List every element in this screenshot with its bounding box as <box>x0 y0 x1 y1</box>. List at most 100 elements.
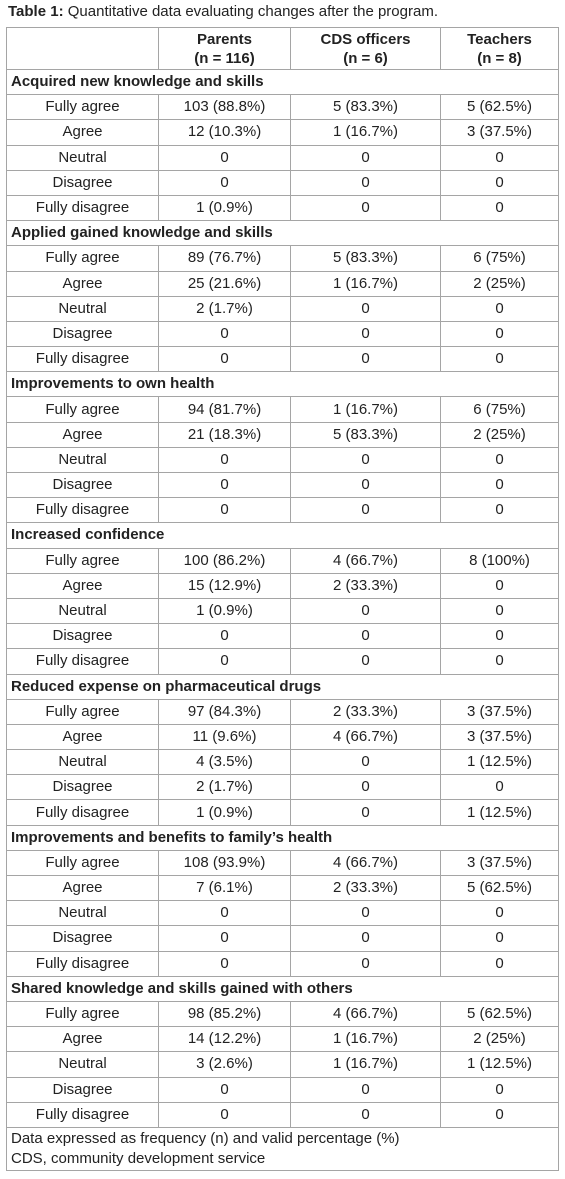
cell: 4 (66.7%) <box>290 547 441 574</box>
row-label: Fully disagree <box>6 950 159 977</box>
cell: 0 <box>290 925 441 952</box>
cell: 5 (62.5%) <box>440 874 559 902</box>
cell: 0 <box>290 900 441 927</box>
data-row: Fully agree 108 (93.9%) 4 (66.7%) 3 (37.5%) <box>6 849 559 877</box>
data-row: Fully disagree 1 (0.9%) 0 1 (12.5%) <box>6 799 559 826</box>
row-label: Agree <box>6 270 159 297</box>
section-row: Improvements to own health <box>6 371 559 398</box>
data-row: Neutral 0 0 0 <box>6 144 559 171</box>
column-name: Parents <box>196 30 253 48</box>
caption: Table 1: Quantitative data evaluating ch… <box>0 0 565 26</box>
cell: 0 <box>290 774 441 801</box>
cell: 5 (83.3%) <box>290 94 441 121</box>
cell: 103 (88.8%) <box>158 94 291 121</box>
cell: 2 (33.3%) <box>290 874 441 902</box>
data-row: Disagree 0 0 0 <box>6 1076 559 1103</box>
caption-text: Quantitative data evaluating changes aft… <box>67 3 438 20</box>
cell: 4 (66.7%) <box>290 849 441 877</box>
column-name: CDS officers <box>320 30 411 48</box>
cell: 2 (1.7%) <box>158 774 291 801</box>
cell: 0 <box>158 900 291 927</box>
cell: 98 (85.2%) <box>158 1000 291 1028</box>
data-row: Fully agree 94 (81.7%) 1 (16.7%) 6 (75%) <box>6 396 559 423</box>
row-label: Fully agree <box>6 245 159 272</box>
data-row: Neutral 2 (1.7%) 0 0 <box>6 295 559 322</box>
data-row: Fully agree 97 (84.3%) 2 (33.3%) 3 (37.5%) <box>6 698 559 725</box>
cell: 0 <box>440 144 559 171</box>
cell: 3 (37.5%) <box>440 849 559 877</box>
section-row: Increased confidence <box>6 522 559 549</box>
data-row: Fully agree 98 (85.2%) 4 (66.7%) 5 (62.5%) <box>6 1000 559 1028</box>
cell: 0 <box>440 1076 559 1103</box>
cell: 2 (25%) <box>440 270 559 297</box>
cell: 0 <box>440 497 559 524</box>
row-label: Fully agree <box>6 1000 159 1028</box>
column-n: (n = 6) <box>343 49 388 67</box>
cell: 0 <box>290 497 441 524</box>
cell: 0 <box>290 194 441 222</box>
row-label: Disagree <box>6 774 159 801</box>
data-row: Disagree 0 0 0 <box>6 320 559 348</box>
footnotes: Data expressed as frequency (n) and vali… <box>6 1126 559 1171</box>
cell: 4 (66.7%) <box>290 723 441 751</box>
cell: 94 (81.7%) <box>158 396 291 423</box>
cell: 0 <box>440 446 559 474</box>
data-row: Disagree 0 0 0 <box>6 925 559 952</box>
data-row: Neutral 1 (0.9%) 0 0 <box>6 597 559 625</box>
section-title: Improvements and benefits to family’s he… <box>6 824 559 851</box>
cell: 0 <box>158 1101 291 1128</box>
data-row: Fully disagree 1 (0.9%) 0 0 <box>6 194 559 222</box>
data-row: Agree 25 (21.6%) 1 (16.7%) 2 (25%) <box>6 270 559 297</box>
data-row: Agree 7 (6.1%) 2 (33.3%) 5 (62.5%) <box>6 874 559 902</box>
footnote: Data expressed as frequency (n) and vali… <box>11 1129 400 1147</box>
data-row: Neutral 3 (2.6%) 1 (16.7%) 1 (12.5%) <box>6 1051 559 1078</box>
footnote-row: Data expressed as frequency (n) and vali… <box>6 1126 559 1171</box>
section-title: Shared knowledge and skills gained with … <box>6 975 559 1002</box>
data-row: Agree 11 (9.6%) 4 (66.7%) 3 (37.5%) <box>6 723 559 751</box>
data-row: Fully disagree 0 0 0 <box>6 1101 559 1128</box>
row-label: Neutral <box>6 749 159 776</box>
cell: 8 (100%) <box>440 547 559 574</box>
data-row: Fully disagree 0 0 0 <box>6 346 559 373</box>
row-label: Neutral <box>6 144 159 171</box>
section-title: Improvements to own health <box>6 371 559 398</box>
cell: 0 <box>158 144 291 171</box>
cell: 0 <box>158 446 291 474</box>
cell: 0 <box>440 572 559 599</box>
data-row: Agree 15 (12.9%) 2 (33.3%) 0 <box>6 572 559 599</box>
cell: 0 <box>158 925 291 952</box>
column-n: (n = 116) <box>194 49 255 67</box>
cell: 1 (16.7%) <box>290 119 441 146</box>
cell: 1 (12.5%) <box>440 799 559 826</box>
row-label: Disagree <box>6 623 159 650</box>
cell: 1 (0.9%) <box>158 799 291 826</box>
cell: 0 <box>440 346 559 373</box>
section-row: Acquired new knowledge and skills <box>6 68 559 96</box>
data-row: Fully agree 100 (86.2%) 4 (66.7%) 8 (100%) <box>6 547 559 574</box>
cell: 15 (12.9%) <box>158 572 291 599</box>
cell: 4 (3.5%) <box>158 749 291 776</box>
cell: 1 (12.5%) <box>440 749 559 776</box>
cell: 97 (84.3%) <box>158 698 291 725</box>
cell: 108 (93.9%) <box>158 849 291 877</box>
row-label: Agree <box>6 723 159 751</box>
cell: 0 <box>290 1076 441 1103</box>
cell: 12 (10.3%) <box>158 119 291 146</box>
header-row: Parents (n = 116) CDS officers (n = 6) Teach… <box>6 27 559 70</box>
cell: 1 (0.9%) <box>158 597 291 625</box>
cell: 21 (18.3%) <box>158 421 291 448</box>
cell: 2 (33.3%) <box>290 698 441 725</box>
row-label: Fully agree <box>6 849 159 877</box>
data-row: Fully disagree 0 0 0 <box>6 648 559 675</box>
cell: 0 <box>440 925 559 952</box>
cell: 7 (6.1%) <box>158 874 291 902</box>
row-label: Disagree <box>6 169 159 196</box>
cell: 0 <box>440 623 559 650</box>
row-label: Disagree <box>6 925 159 952</box>
section-row: Improvements and benefits to family’s he… <box>6 824 559 851</box>
row-label: Disagree <box>6 320 159 348</box>
cell: 0 <box>290 648 441 675</box>
cell: 3 (37.5%) <box>440 723 559 751</box>
cell: 0 <box>158 497 291 524</box>
